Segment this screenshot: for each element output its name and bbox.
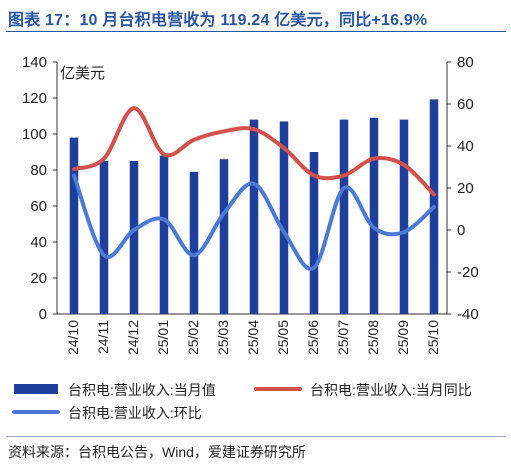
x-tick-label: 25/09 [395,320,411,355]
revenue-bar [189,171,199,314]
revenue-bar [69,137,79,314]
x-tick-label: 24/12 [125,320,141,355]
left-tick-label: 40 [30,234,47,251]
legend-swatch-bar [14,384,58,394]
source-note: 资料来源：台积电公告，Wind，爱建证券研究所 [8,444,306,460]
x-tick-label: 24/10 [65,320,81,355]
right-tick-label: 20 [457,180,474,197]
right-tick-label: -40 [457,306,479,323]
x-tick-label: 25/04 [245,320,261,355]
right-tick-label: 80 [457,54,474,71]
revenue-bar [399,119,409,314]
x-tick-label: 24/11 [95,320,111,354]
chart-title: 图表 17：10 月台积电营收为 119.24 亿美元，同比+16.9% [8,12,428,29]
title-divider [6,31,506,32]
revenue-bar [219,159,229,314]
x-tick-label: 25/03 [215,320,231,355]
left-axis-unit: 亿美元 [60,65,106,82]
left-tick-label: 0 [39,306,47,323]
left-tick-label: 20 [30,270,47,287]
revenue-bar [309,152,319,314]
legend-label: 台积电:营业收入:环比 [68,405,202,421]
x-tick-label: 25/08 [365,320,381,355]
revenue-bar [279,121,289,315]
right-tick-label: 60 [457,96,474,113]
mom-line [72,173,436,271]
left-tick-label: 100 [22,126,47,143]
legend-label: 台积电:营业收入:当月值 [68,382,216,398]
revenue-bar [249,119,259,314]
source-divider [6,436,506,437]
yoy-line [72,106,436,197]
revenue-bar [129,161,139,314]
revenue-bar [369,117,379,314]
left-tick-label: 60 [30,198,47,215]
x-tick-label: 25/10 [425,320,441,355]
revenue-bar [99,161,109,314]
x-tick-label: 25/02 [185,320,201,355]
left-tick-label: 120 [22,90,47,107]
left-tick-label: 80 [30,162,47,179]
x-tick-label: 25/06 [305,320,321,355]
revenue-bar [159,155,169,314]
legend-label: 台积电:营业收入:当月同比 [310,382,472,398]
x-tick-label: 25/05 [275,320,291,355]
right-tick-label: 40 [457,138,474,155]
right-tick-label: -20 [457,264,479,281]
x-tick-label: 25/01 [155,320,171,355]
left-tick-label: 140 [22,54,47,71]
revenue-bar [339,119,349,314]
right-tick-label: 0 [457,222,465,239]
x-tick-label: 25/07 [335,320,351,355]
